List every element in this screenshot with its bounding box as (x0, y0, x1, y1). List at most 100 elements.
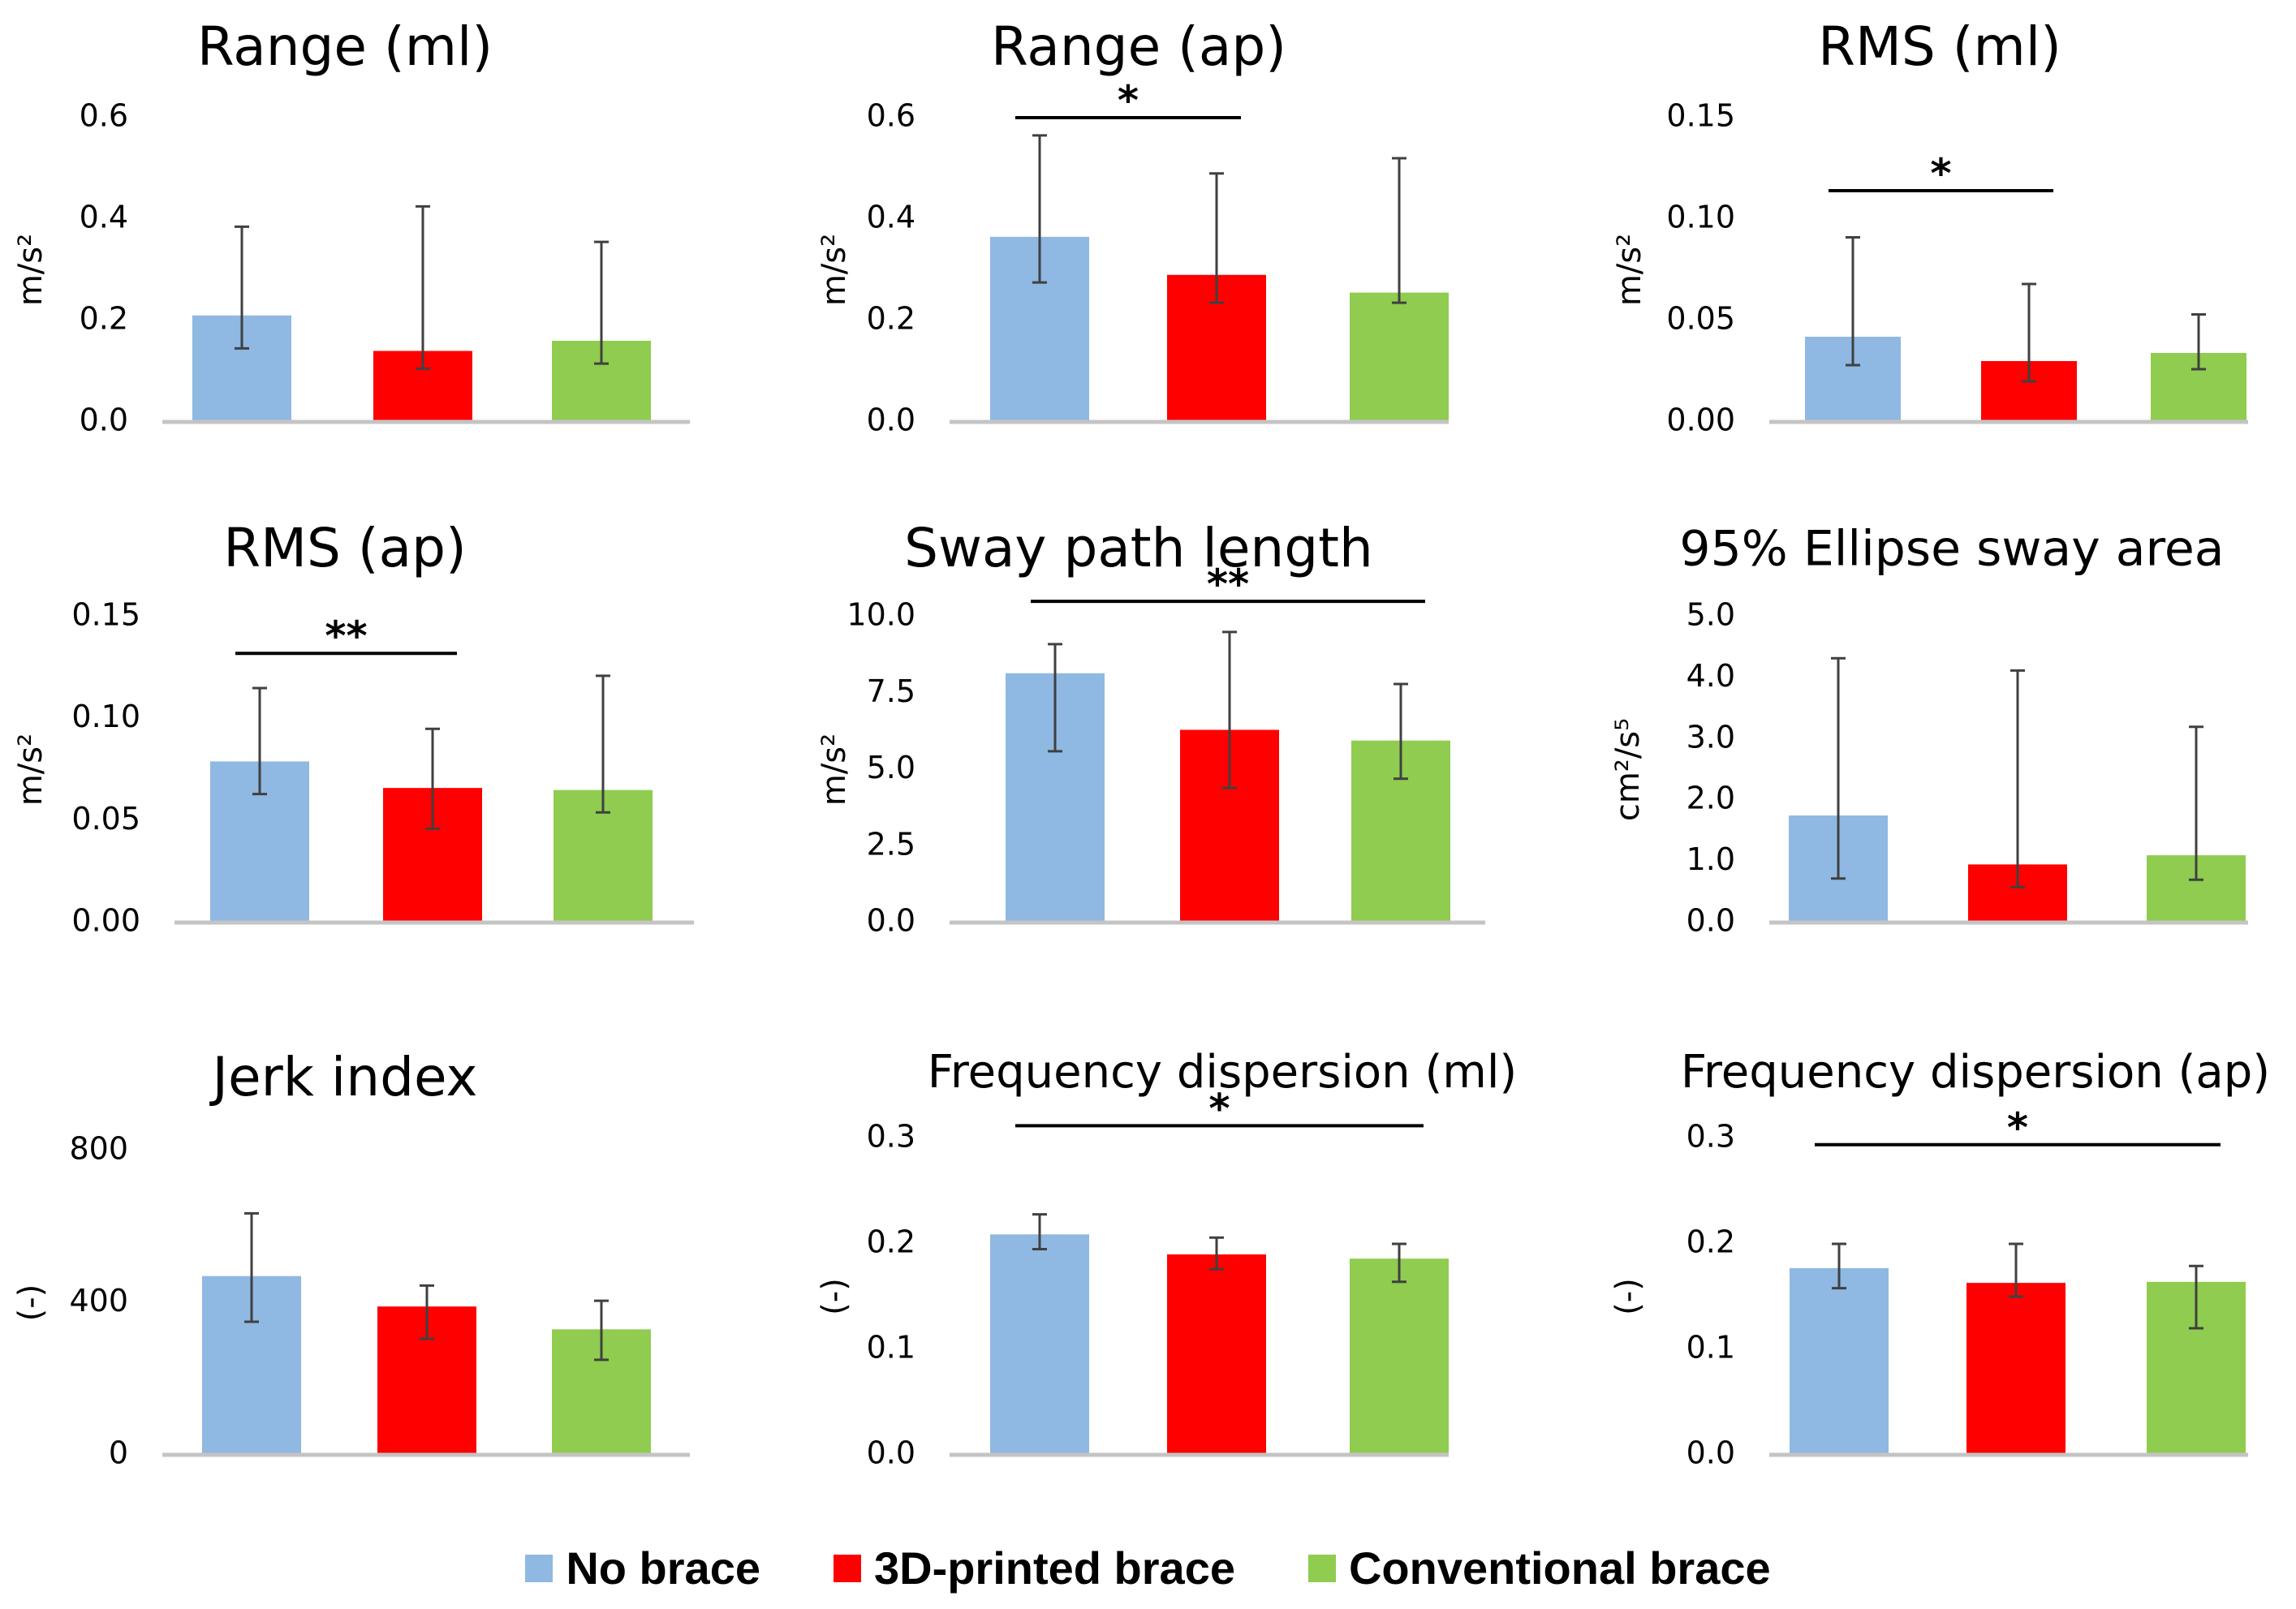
chart-title: RMS (ap) (223, 517, 467, 579)
error-bar-3d-printed-brace (2022, 282, 2036, 383)
y-tick-label: 0.10 (1666, 200, 1735, 235)
error-bar-3d-printed-brace (416, 204, 430, 370)
error-bar-no-brace (1832, 1242, 1846, 1290)
chart-sway-path-length: Sway path length m/s² 0.0 2.5 5.0 7.5 10.0 ** (816, 517, 1485, 939)
bar-conventional-brace (1350, 292, 1449, 422)
y-tick-label: 0.3 (867, 1119, 915, 1155)
y-tick-label: 1.0 (1686, 841, 1735, 877)
y-tick-label: 7.5 (867, 673, 915, 709)
y-axis-label: (-) (1609, 1278, 1647, 1315)
y-tick-label: 0.6 (80, 98, 128, 134)
y-tick-label: 0.00 (1666, 402, 1735, 438)
y-tick-label: 0.3 (1686, 1119, 1735, 1155)
y-tick-label: 0.05 (1666, 301, 1735, 337)
chart-frequency-dispersion-ap: Frequency dispersion (ap) (-) 0.0 0.1 0.2 0.3… (1609, 1046, 2270, 1470)
chart-title: RMS (ml) (1818, 15, 2061, 78)
legend-label-3d-printed-brace: 3D-printed brace (873, 1542, 1235, 1594)
bar-3d-printed-brace (1167, 1254, 1266, 1455)
error-bar-3d-printed-brace (2009, 1242, 2023, 1298)
y-tick-label: 3.0 (1686, 719, 1735, 755)
chart-title: Frequency dispersion (ap) (1681, 1046, 2270, 1099)
y-tick-label: 2.0 (1686, 781, 1735, 816)
y-tick-label: 0.0 (867, 1435, 915, 1471)
error-bar-no-brace (1032, 1213, 1047, 1250)
y-tick-label: 5.0 (867, 750, 915, 785)
y-tick-label: 0 (109, 1435, 128, 1471)
chart-title: Sway path length (904, 517, 1373, 579)
error-bar-no-brace (1831, 656, 1846, 880)
legend-swatch-conventional-brace (1307, 1554, 1336, 1582)
chart-range-ml: Range (ml) m/s² 0.0 0.2 0.4 0.6 (12, 15, 690, 438)
legend: No brace 3D-printed brace Conventional b… (0, 1542, 2296, 1594)
error-bar-conventional-brace (2189, 1264, 2203, 1330)
y-tick-label: 0.15 (1666, 98, 1735, 134)
y-tick-label: 0.15 (71, 597, 140, 633)
y-axis-label: cm²/s⁵ (1609, 718, 1647, 821)
y-axis-label: m/s² (12, 234, 50, 306)
significance-label: * (1930, 150, 1951, 197)
y-tick-label: 0.1 (867, 1330, 915, 1366)
legend-label-no-brace: No brace (566, 1542, 760, 1594)
bar-no-brace (1790, 1267, 1889, 1455)
y-axis-label: m/s² (816, 234, 853, 306)
y-tick-label: 0.0 (80, 402, 128, 438)
error-bar-no-brace (1032, 134, 1047, 284)
y-axis-label: m/s² (12, 734, 50, 806)
bar-3d-printed-brace (1966, 1283, 2066, 1455)
y-tick-label: 0.2 (867, 1224, 915, 1260)
error-bar-3d-printed-brace (420, 1284, 434, 1340)
error-bar-conventional-brace (2189, 725, 2203, 881)
chart-rms-ml: RMS (ml) m/s² 0.00 0.05 0.10 0.15 * (1611, 15, 2248, 438)
y-axis-label: m/s² (816, 734, 853, 806)
chart-title: Jerk index (209, 1046, 478, 1108)
error-bar-3d-printed-brace (1209, 1236, 1224, 1271)
error-bar-conventional-brace (1394, 682, 1408, 781)
y-tick-label: 0.2 (867, 301, 915, 337)
y-tick-label: 0.0 (867, 903, 915, 939)
chart-title: Range (ap) (991, 15, 1286, 78)
error-bar-conventional-brace (1392, 157, 1406, 304)
legend-swatch-no-brace (525, 1554, 554, 1582)
chart-title: 95% Ellipse sway area (1679, 521, 2224, 578)
legend-swatch-3d-printed-brace (833, 1554, 861, 1582)
error-bar-conventional-brace (596, 674, 610, 814)
y-axis-label: (-) (816, 1278, 853, 1315)
y-tick-label: 800 (69, 1131, 128, 1167)
y-tick-label: 0.05 (71, 801, 140, 837)
significance-label: ** (325, 613, 367, 660)
y-tick-label: 0.6 (867, 98, 915, 134)
error-bar-3d-printed-brace (425, 727, 440, 830)
y-tick-label: 0.2 (80, 301, 128, 337)
y-tick-label: 0.2 (1686, 1224, 1735, 1260)
chart-rms-ap: RMS (ap) m/s² 0.00 0.05 0.10 0.15 ** (12, 517, 694, 939)
y-tick-label: 0.10 (71, 699, 140, 734)
legend-item-conventional-brace: Conventional brace (1307, 1542, 1771, 1594)
y-tick-label: 0.1 (1686, 1330, 1735, 1366)
error-bar-conventional-brace (1392, 1242, 1406, 1284)
significance-label: * (1208, 1085, 1230, 1132)
error-bar-3d-printed-brace (1222, 630, 1237, 789)
error-bar-3d-printed-brace (2010, 669, 2025, 888)
chart-95pct-ellipse-sway-area: 95% Ellipse sway area cm²/s⁵ 0.0 1.0 2.0 3.0 4… (1609, 521, 2248, 939)
y-tick-label: 10.0 (846, 597, 915, 633)
y-axis-label: (-) (12, 1284, 50, 1322)
legend-item-3d-printed-brace: 3D-printed brace (833, 1542, 1235, 1594)
y-tick-label: 0.0 (867, 402, 915, 438)
error-bar-conventional-brace (2191, 313, 2206, 371)
chart-title: Range (ml) (197, 15, 493, 78)
legend-label-conventional-brace: Conventional brace (1348, 1542, 1771, 1594)
chart-title: Frequency dispersion (ml) (928, 1046, 1518, 1099)
significance-label: * (1118, 77, 1139, 124)
y-tick-label: 4.0 (1686, 658, 1735, 694)
significance-label: ** (1207, 561, 1249, 608)
chart-frequency-dispersion-ml: Frequency dispersion (ml) (-) 0.0 0.1 0.2 0.3… (816, 1046, 1517, 1470)
significance-label: * (2007, 1104, 2028, 1151)
error-bar-conventional-brace (594, 240, 609, 365)
error-bar-3d-printed-brace (1209, 172, 1224, 304)
y-tick-label: 0.0 (1686, 903, 1735, 939)
y-axis-label: m/s² (1611, 234, 1648, 306)
error-bar-no-brace (244, 1211, 259, 1323)
bar-no-brace (990, 1234, 1089, 1455)
y-tick-label: 2.5 (867, 826, 915, 862)
